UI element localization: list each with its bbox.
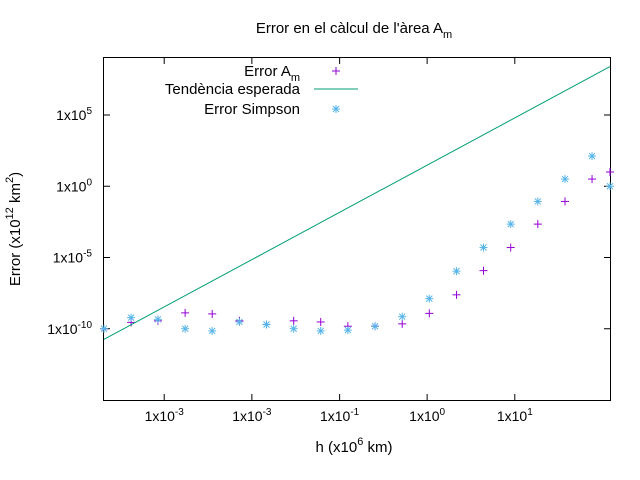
data-point-simpson [153, 315, 162, 324]
data-point-simpson [343, 326, 352, 335]
x-tick-label: 1x10-3 [145, 407, 185, 424]
data-point-error-am [606, 168, 614, 176]
data-point-error-am [533, 220, 542, 229]
x-tick-label-base: 1x10 [232, 408, 263, 424]
x-tick-label-base: 1x10 [497, 408, 528, 424]
x-axis-label-pre: h (x10 [316, 439, 358, 456]
legend-marker-error-am [332, 67, 340, 75]
y-tick-label-exp: 5 [86, 106, 92, 117]
x-tick-label-exp: 0 [440, 407, 446, 418]
data-point-simpson [235, 317, 244, 326]
data-point-simpson [100, 324, 108, 333]
data-point-error-am [588, 175, 597, 184]
data-point-simpson [316, 326, 325, 335]
y-axis-label-post: ) [7, 172, 24, 177]
x-axis-label-post: km) [363, 439, 392, 456]
y-tick-label-base: 1x10 [47, 321, 78, 337]
y-tick-label: 1x105 [56, 106, 92, 123]
x-tick-label-exp: -3 [175, 407, 184, 418]
data-point-error-am [398, 319, 407, 328]
data-point-error-am [425, 309, 434, 318]
legend-star-symbol [332, 105, 340, 113]
legend: Error Am Tendència esperada Error Simpso… [165, 63, 358, 118]
data-point-error-am [181, 308, 190, 317]
legend-item-tendencia: Tendència esperada [165, 81, 358, 98]
y-tick-label-base: 1x10 [56, 178, 87, 194]
data-point-error-am [506, 243, 515, 252]
data-point-error-am [452, 290, 461, 299]
data-point-simpson [398, 312, 407, 321]
legend-label-error-am-sub: m [291, 72, 300, 84]
y-axis-label-mid: km [7, 183, 24, 207]
trend-line [103, 66, 611, 340]
y-tick-label-exp: -10 [78, 320, 93, 331]
legend-plus-symbol [332, 67, 340, 75]
data-point-error-am [316, 317, 325, 326]
chart-title-text: Error en el càlcul de l'àrea Am [256, 20, 452, 41]
chart-title: Error en el càlcul de l'àrea Am [256, 20, 452, 41]
chart-title-subscript: m [443, 29, 452, 41]
legend-label-error-am-main: Error A [244, 63, 291, 80]
data-point-simpson [425, 294, 434, 303]
y-tick-label: 1x10-5 [53, 249, 93, 266]
legend-label-tendencia: Tendència esperada [165, 81, 301, 98]
y-axis-label-sup: 12 [4, 207, 16, 219]
x-axis-label: h (x106 km) [316, 436, 393, 456]
y-axis-label: Error (x1012 km2) [4, 172, 24, 286]
series-0 [100, 168, 614, 333]
x-tick-label: 1x10-1 [320, 407, 360, 424]
y-tick-label-exp: -5 [83, 249, 92, 260]
series-layer [100, 66, 614, 340]
data-point-simpson [262, 320, 271, 329]
x-tick-label: 1x101 [497, 407, 533, 424]
data-point-simpson [588, 152, 597, 161]
data-point-simpson [371, 322, 380, 331]
data-point-simpson [452, 267, 461, 276]
x-tick-label: 1x10-3 [232, 407, 272, 424]
legend-label-simpson: Error Simpson [204, 101, 300, 118]
data-point-simpson [606, 182, 614, 191]
plot-area-frame [103, 57, 611, 401]
y-tick-label: 1x10-10 [47, 320, 92, 337]
x-tick-label-exp: 1 [527, 407, 533, 418]
x-tick-label-base: 1x10 [145, 408, 176, 424]
legend-item-error-am: Error Am [244, 63, 340, 84]
data-point-error-am [561, 197, 570, 206]
y-axis-label-pre: Error (x10 [7, 219, 24, 286]
data-point-simpson [181, 324, 190, 333]
data-point-simpson [561, 175, 570, 184]
data-point-simpson [289, 324, 298, 333]
data-point-error-am [479, 266, 488, 275]
legend-label-error-am: Error Am [244, 63, 300, 84]
x-tick-label-exp: -1 [350, 407, 359, 418]
x-tick-label: 1x100 [409, 407, 445, 424]
y-tick-label: 1x100 [56, 177, 92, 194]
data-point-simpson [127, 313, 136, 322]
x-axis-label-sup: 6 [357, 436, 363, 448]
data-point-simpson [533, 197, 542, 206]
data-point-error-am [208, 309, 217, 318]
legend-item-simpson: Error Simpson [204, 101, 340, 118]
x-tick-label-base: 1x10 [409, 408, 440, 424]
data-point-simpson [208, 326, 217, 335]
y-tick-label-base: 1x10 [53, 250, 84, 266]
x-tick-label-base: 1x10 [320, 408, 351, 424]
y-axis-label-sup2: 2 [4, 177, 16, 183]
series-1 [103, 66, 611, 340]
y-tick-label-exp: 0 [86, 177, 92, 188]
x-axis-ticks: 1x10-3 1x10-3 1x10-1 1x100 1x101 [145, 58, 533, 424]
x-tick-label-exp: -3 [263, 407, 272, 418]
series-2 [100, 152, 614, 335]
data-point-simpson [506, 220, 515, 229]
legend-marker-simpson [332, 105, 340, 113]
y-tick-label-base: 1x10 [56, 107, 87, 123]
data-point-simpson [479, 243, 488, 252]
chart-title-main: Error en el càlcul de l'àrea A [256, 20, 443, 37]
data-point-error-am [289, 316, 298, 325]
